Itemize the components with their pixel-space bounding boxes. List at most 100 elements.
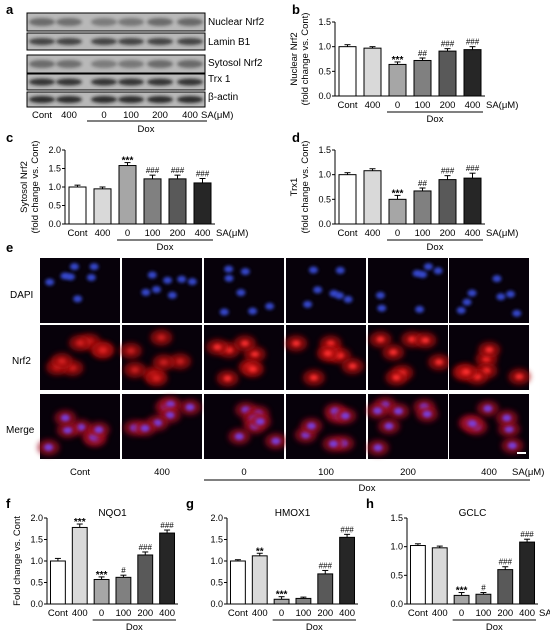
- significance-hash: ###: [319, 561, 333, 570]
- bar: [159, 532, 176, 605]
- blot-band: [177, 38, 203, 45]
- nucleus: [163, 276, 173, 284]
- category-label: 400: [465, 100, 481, 111]
- nucleus: [343, 295, 353, 303]
- y-tick-label: 1.0: [318, 42, 331, 52]
- bar: [497, 569, 514, 605]
- bar: [453, 594, 470, 605]
- chart-hmox1: 0.0 0.5 1.0 1.5 2.0 HMOX1 Cont ** 400 *** 0 100 ### 2…: [210, 508, 358, 631]
- blot-lane-100: 100: [123, 110, 139, 121]
- micro-panel: [40, 258, 120, 323]
- bar: [363, 170, 382, 225]
- category-label: 400: [339, 608, 355, 619]
- blot-band: [118, 38, 144, 45]
- y-tick-label: 1.5: [30, 535, 43, 545]
- category-label: 400: [365, 228, 381, 239]
- blot-band: [91, 78, 117, 86]
- immunofluorescence-grid: [37, 258, 531, 459]
- blot-band: [147, 96, 173, 103]
- category-label: 100: [475, 608, 491, 619]
- category-label: 200: [170, 228, 186, 239]
- y-tick-label: 1.0: [30, 556, 43, 566]
- nucleus: [373, 407, 383, 415]
- blot-band: [147, 60, 173, 68]
- nucleus: [335, 292, 345, 300]
- micro-col-cont: Cont: [70, 467, 90, 478]
- bar: [388, 63, 407, 97]
- nucleus: [415, 305, 425, 313]
- y-tick-label: 2.0: [30, 513, 43, 523]
- significance-hash: ###: [520, 530, 534, 539]
- category-label: Cont: [408, 608, 428, 619]
- nucleus: [492, 275, 502, 283]
- nucleus: [423, 263, 433, 271]
- cell-core: [240, 340, 249, 347]
- cell-core: [68, 364, 77, 371]
- blot-lane-400b: 400: [182, 110, 198, 121]
- y-tick-label: 1.0: [48, 182, 61, 192]
- blot-band: [118, 78, 144, 86]
- y-axis-label: Trx1: [289, 178, 300, 197]
- y-tick-label: 1.0: [318, 170, 331, 180]
- category-label: 400: [432, 608, 448, 619]
- blot-band: [91, 96, 117, 103]
- blot-band: [177, 60, 203, 68]
- blot-lane-cont: Cont: [32, 110, 52, 121]
- y-tick-label: 1.5: [210, 535, 223, 545]
- cell-core: [408, 336, 417, 343]
- significance-hash: ##: [418, 179, 427, 188]
- nucleus: [165, 411, 175, 419]
- nucleus: [234, 433, 244, 441]
- nucleus: [151, 285, 161, 293]
- category-label: 200: [137, 608, 153, 619]
- nucleus: [63, 426, 73, 434]
- nucleus: [303, 300, 313, 308]
- bar: [413, 59, 432, 97]
- blot-label-trx1: Trx 1: [208, 74, 231, 85]
- category-label: Cont: [337, 228, 357, 239]
- category-label: 0: [99, 608, 104, 619]
- blot-unit: SA(μM): [201, 110, 233, 121]
- cell-core: [157, 334, 166, 341]
- nucleus: [69, 263, 79, 271]
- nucleus: [248, 307, 258, 315]
- panel-label-f: f: [6, 496, 11, 511]
- blot-lane-0: 0: [101, 110, 106, 121]
- category-label: 0: [395, 100, 400, 111]
- nucleus: [141, 288, 151, 296]
- nucleus: [236, 289, 246, 297]
- nucleus: [393, 407, 403, 415]
- nucleus: [224, 265, 234, 273]
- nucleus: [422, 410, 432, 418]
- nucleus: [45, 278, 55, 286]
- nucleus: [467, 289, 477, 297]
- nucleus: [433, 267, 443, 275]
- bar: [229, 560, 246, 605]
- nucleus: [89, 263, 99, 271]
- significance-hash: ##: [418, 49, 427, 58]
- blot-band: [56, 60, 82, 68]
- cell-core: [159, 359, 168, 366]
- dox-label: Dox: [427, 242, 444, 253]
- nucleus: [60, 272, 70, 280]
- nucleus: [306, 422, 316, 430]
- unit-label: SA(μM): [486, 228, 518, 239]
- category-label: 400: [252, 608, 268, 619]
- cell-core: [462, 368, 471, 375]
- blot-band: [29, 60, 55, 68]
- panel-label-h: h: [366, 496, 374, 511]
- bar: [168, 178, 187, 225]
- nucleus: [335, 266, 345, 274]
- category-label: 0: [279, 608, 284, 619]
- nucleus: [377, 304, 387, 312]
- micro-unit: SA(μM): [512, 467, 544, 478]
- category-label: 100: [415, 228, 431, 239]
- micro-col-400: 400: [154, 467, 170, 478]
- blot-band: [177, 18, 203, 26]
- category-label: 400: [72, 608, 88, 619]
- significance-hash: ###: [171, 166, 185, 175]
- nucleus: [153, 419, 163, 427]
- bar: [93, 578, 110, 605]
- category-label: 100: [295, 608, 311, 619]
